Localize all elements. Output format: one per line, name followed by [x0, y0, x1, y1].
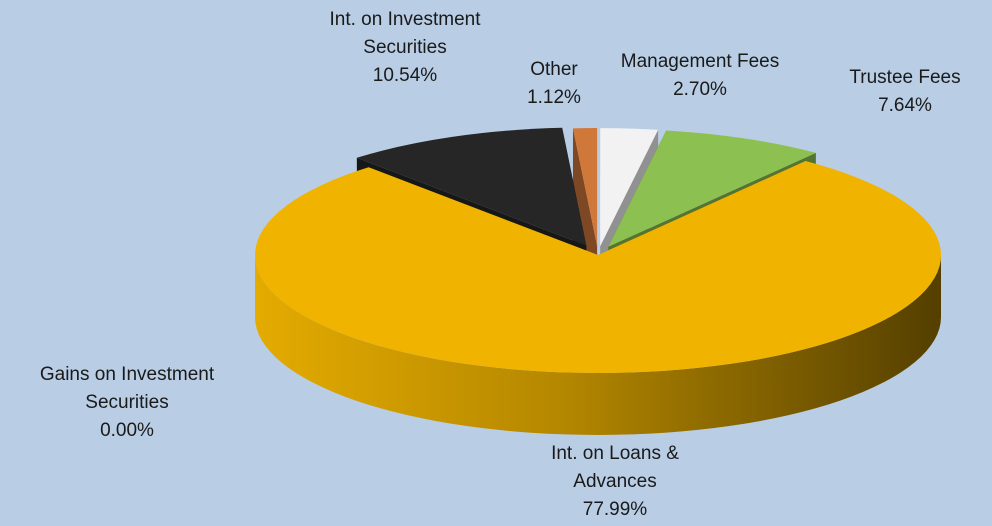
label-value: 77.99%	[582, 499, 648, 520]
label-name: Int. on Investment Securities	[329, 9, 481, 58]
label-name: Management Fees	[620, 51, 780, 72]
slice-top	[572, 128, 598, 247]
slice	[255, 161, 942, 435]
slice-top	[600, 128, 659, 247]
label-value: 10.54%	[372, 65, 438, 86]
label-value: 7.64%	[878, 95, 932, 116]
slice-top	[608, 130, 816, 247]
label-name: Trustee Fees	[849, 67, 961, 88]
label-value: 1.12%	[527, 87, 581, 108]
data-label: Other 1.12%	[524, 56, 584, 112]
slice-wall	[255, 255, 941, 435]
slice-top	[255, 161, 942, 373]
label-name: Int. on Loans & Advances	[551, 443, 679, 492]
slice-top	[356, 127, 587, 246]
data-label: Gains on Investment Securities 0.00%	[7, 361, 247, 445]
data-label: Trustee Fees 7.64%	[830, 64, 980, 120]
data-label: Management Fees 2.70%	[595, 48, 805, 104]
label-name: Gains on Investment Securities	[39, 364, 215, 413]
data-label: Int. on Loans & Advances 77.99%	[525, 440, 705, 524]
label-value: 0.00%	[100, 420, 154, 441]
data-label: Int. on Investment Securities 10.54%	[300, 6, 510, 90]
label-value: 2.70%	[673, 79, 727, 100]
label-name: Other	[530, 59, 578, 80]
